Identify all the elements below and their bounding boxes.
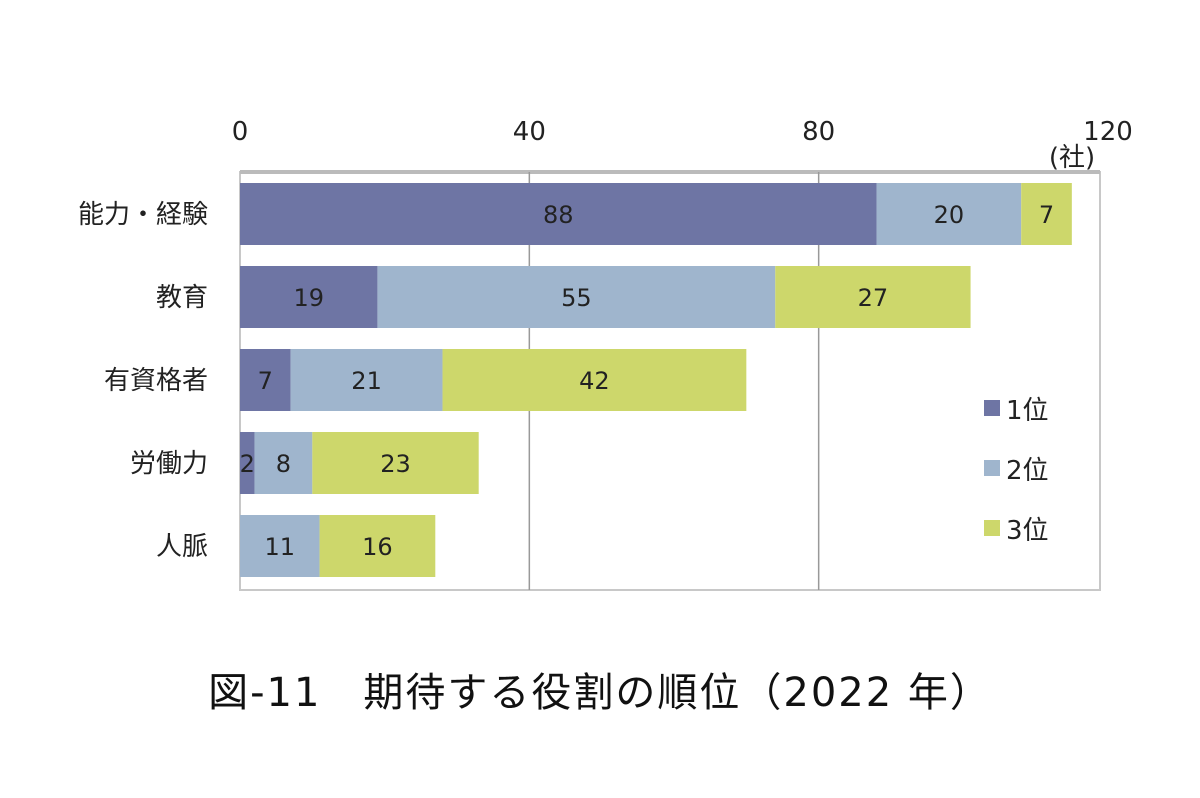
bar-segment	[254, 432, 313, 494]
bar-segment	[240, 432, 255, 494]
bar-segment	[240, 349, 291, 411]
x-tick-label: 40	[513, 117, 546, 147]
bar-segment	[240, 183, 877, 245]
data-label: 7	[258, 367, 273, 395]
data-label: 21	[351, 367, 382, 395]
bar-segment	[240, 515, 320, 577]
bar-segment	[775, 266, 971, 328]
bar-segment	[876, 183, 1022, 245]
data-label: 23	[380, 450, 411, 478]
legend-swatch	[984, 520, 1000, 536]
data-label: 8	[276, 450, 291, 478]
data-label: 27	[858, 284, 889, 312]
chart-title: 図-11 期待する役割の順位（2022 年）	[208, 670, 992, 716]
legend-swatch	[984, 460, 1000, 476]
bar-segment	[290, 349, 443, 411]
data-label: 11	[265, 533, 296, 561]
bar-segment	[442, 349, 747, 411]
x-tick-label: 120	[1083, 117, 1133, 147]
data-label: 2	[240, 450, 255, 478]
x-tick-label: 80	[802, 117, 835, 147]
category-label: 能力・経験	[78, 200, 208, 230]
data-label: 88	[543, 201, 574, 229]
data-label: 20	[934, 201, 965, 229]
category-label: 労働力	[130, 449, 208, 479]
data-label: 7	[1039, 201, 1054, 229]
bar-segment	[240, 266, 378, 328]
data-label: 42	[579, 367, 610, 395]
bar-segment	[319, 515, 436, 577]
category-label: 人脈	[156, 532, 208, 562]
data-label: 19	[293, 284, 324, 312]
data-label: 55	[561, 284, 592, 312]
legend-label: 1位	[1006, 396, 1049, 426]
bar-segment	[377, 266, 776, 328]
bar-segment	[1021, 183, 1072, 245]
legend-label: 3位	[1006, 516, 1049, 546]
unit-label: (社)	[1049, 143, 1095, 173]
bar-segment	[312, 432, 479, 494]
data-label: 16	[362, 533, 393, 561]
category-label: 教育	[156, 283, 208, 313]
category-label: 有資格者	[104, 366, 208, 396]
legend-label: 2位	[1006, 456, 1049, 486]
legend-swatch	[984, 400, 1000, 416]
x-tick-label: 0	[232, 117, 249, 147]
